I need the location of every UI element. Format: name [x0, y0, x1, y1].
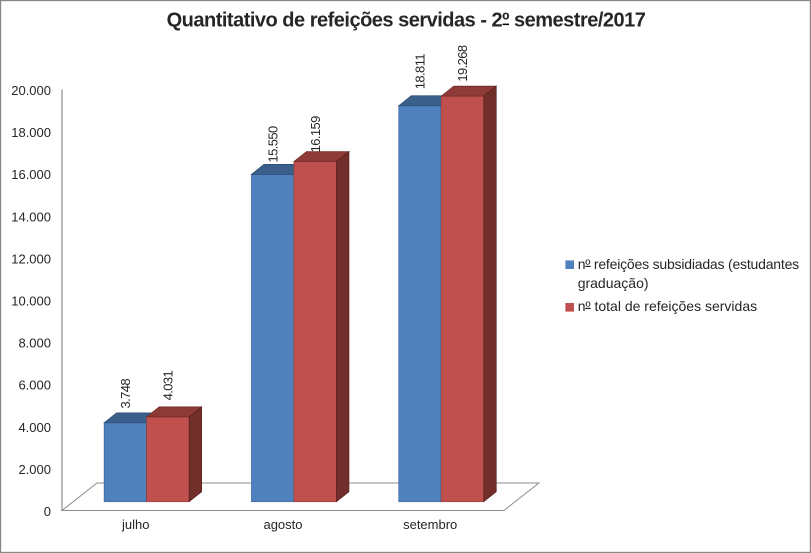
svg-text:4.031: 4.031	[161, 370, 176, 400]
svg-text:0: 0	[44, 504, 51, 519]
svg-text:16.159: 16.159	[308, 116, 323, 153]
svg-text:18.811: 18.811	[413, 54, 428, 90]
svg-text:nº total de refeições servidas: nº total de refeições servidas	[578, 298, 757, 314]
svg-text:12.000: 12.000	[11, 251, 51, 266]
svg-text:2.000: 2.000	[18, 462, 51, 477]
svg-text:4.000: 4.000	[18, 420, 51, 435]
svg-text:3.748: 3.748	[118, 379, 133, 409]
svg-text:Quantitativo de refeições serv: Quantitativo de refeições servidas - 2º …	[167, 10, 646, 32]
svg-text:setembro: setembro	[403, 517, 457, 532]
svg-text:14.000: 14.000	[11, 209, 51, 224]
svg-text:20.000: 20.000	[11, 83, 51, 98]
svg-text:agosto: agosto	[263, 517, 302, 532]
svg-text:6.000: 6.000	[18, 378, 51, 393]
svg-text:15.550: 15.550	[265, 126, 280, 163]
svg-text:graduação): graduação)	[578, 275, 649, 291]
svg-text:10.000: 10.000	[11, 294, 51, 309]
svg-text:18.000: 18.000	[11, 125, 51, 140]
svg-text:8.000: 8.000	[18, 336, 51, 351]
svg-text:19.268: 19.268	[455, 45, 470, 82]
svg-text:julho: julho	[121, 517, 149, 532]
svg-text:nº refeições subsidiadas (estu: nº refeições subsidiadas (estudantes	[578, 256, 799, 272]
svg-text:16.000: 16.000	[11, 167, 51, 182]
